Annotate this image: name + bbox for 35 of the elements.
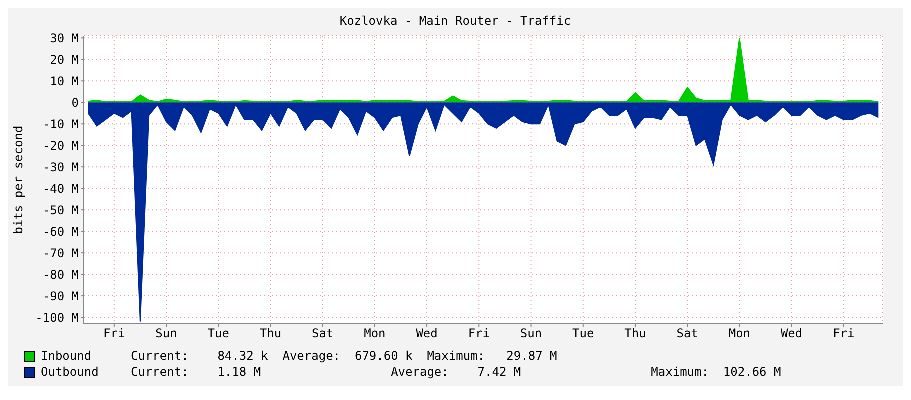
- y-tick-label: -50 M: [42, 203, 79, 218]
- y-tick-label: -70 M: [42, 246, 79, 260]
- y-tick-label: -10 M: [42, 117, 79, 132]
- y-tick-label: 30 M: [50, 31, 79, 46]
- x-tick-label: Thu: [260, 326, 282, 341]
- y-tick-label: -60 M: [42, 224, 79, 239]
- y-tick-label: -80 M: [42, 268, 79, 282]
- y-tick-label: -20 M: [42, 138, 79, 153]
- y-axis-title: bits per second: [11, 126, 26, 234]
- text: Current: 1.18 M Average: 7.42 M Maximum: 102.66 M: [131, 365, 782, 379]
- y-tick-label: -40 M: [42, 182, 79, 196]
- y-tick-label: -30 M: [42, 160, 79, 174]
- x-tick-label: Wed: [780, 326, 803, 341]
- x-tick-label: Fri: [468, 326, 490, 341]
- x-tick-label: Sun: [156, 326, 178, 341]
- x-tick-label: Wed: [416, 326, 438, 341]
- y-tick-label: 10 M: [50, 74, 79, 88]
- x-tick-label: Sun: [520, 326, 542, 341]
- x-tick-label: Thu: [624, 326, 646, 341]
- legend-label: Inbound: [41, 349, 93, 363]
- x-tick-label: Fri: [833, 326, 855, 341]
- legend-label: Outbound: [41, 365, 100, 379]
- y-tick-label: 20 M: [50, 52, 79, 67]
- x-tick-label: Mon: [728, 326, 751, 341]
- x-tick-label: Sat: [676, 326, 698, 341]
- x-tick-label: Fri: [104, 326, 126, 341]
- y-tick-label: 0: [72, 96, 79, 110]
- chart-title: Kozlovka - Main Router - Traffic: [338, 13, 572, 28]
- x-tick-label: Tue: [572, 326, 594, 341]
- x-tick-label: Mon: [364, 326, 386, 341]
- text: Current: 84.32 k Average: 679.60 k Maximum: 29.87 M: [131, 349, 558, 363]
- x-tick-label: Tue: [208, 326, 230, 341]
- x-tick-label: Sat: [312, 326, 334, 341]
- y-tick-label: -90 M: [42, 289, 79, 304]
- y-tick-label: -100 M: [36, 310, 79, 325]
